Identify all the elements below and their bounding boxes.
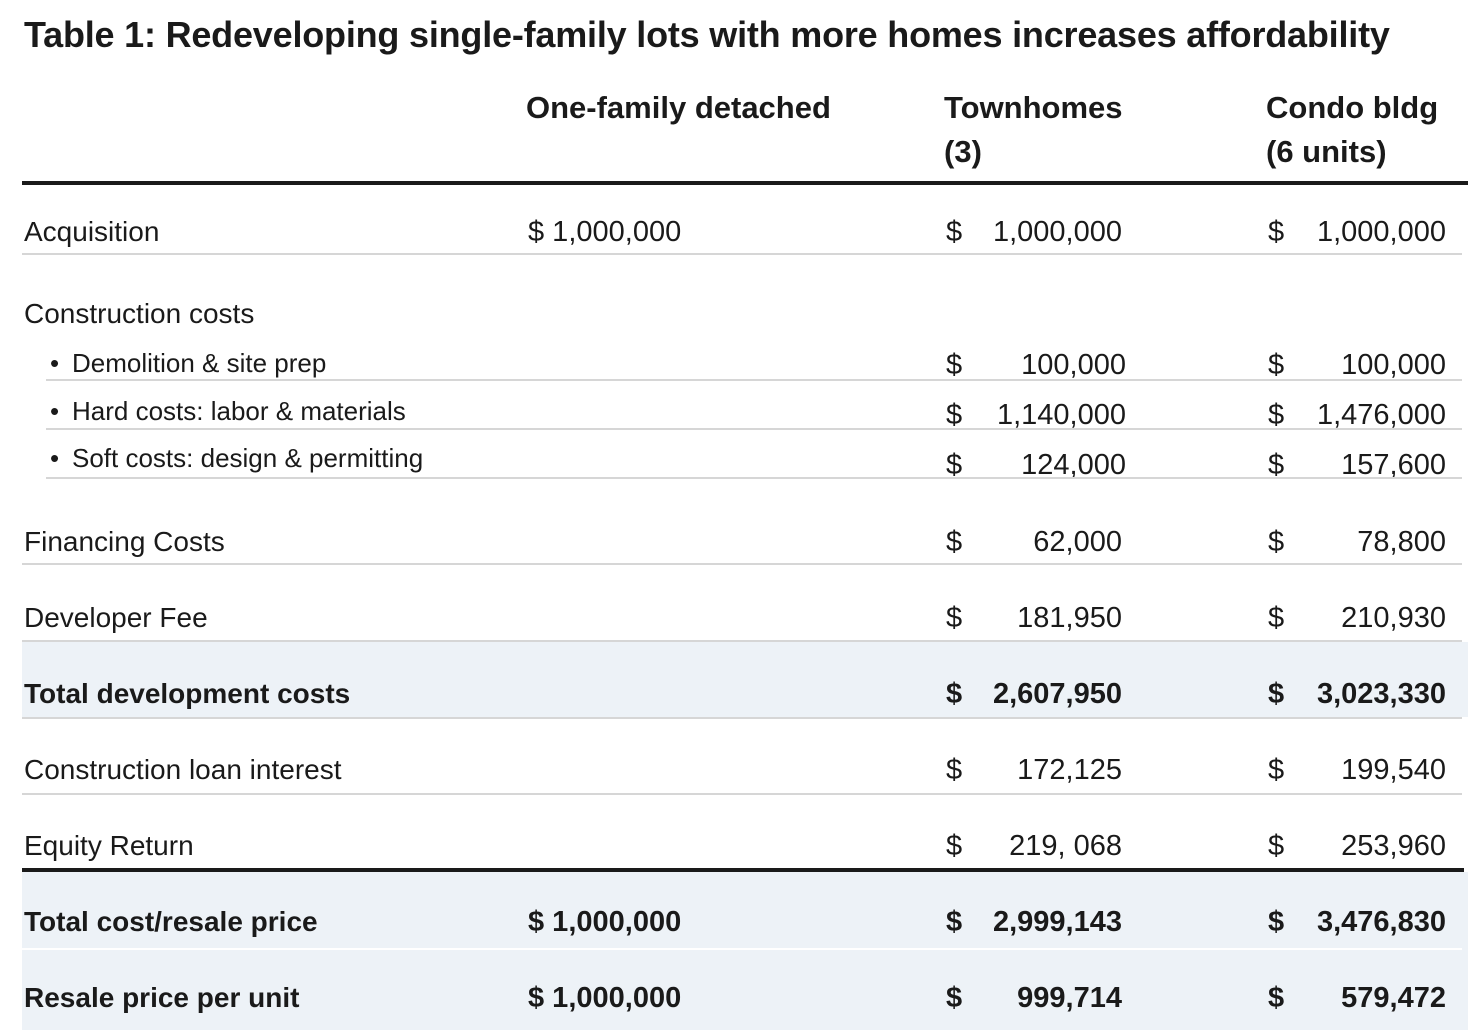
- row-label: Total cost/resale price: [24, 906, 318, 937]
- cell-townhomes: 999,714: [1017, 982, 1122, 1014]
- cell-condo-currency: $: [1268, 830, 1285, 862]
- row-label: Acquisition: [24, 216, 160, 247]
- cell-townhomes: 181,950: [1017, 602, 1122, 634]
- cell-condo: 1,000,000: [1316, 216, 1446, 248]
- cell-townhomes: 62,000: [1033, 526, 1122, 558]
- cell-condo-currency: $: [1268, 982, 1285, 1014]
- cell-townhomes-currency: $: [946, 349, 963, 381]
- cell-condo: 3,023,330: [1316, 678, 1446, 710]
- row-label-text: Soft costs: design & permitting: [72, 443, 424, 473]
- row-divider: [22, 640, 1462, 642]
- cell-condo-currency: $: [1268, 216, 1285, 248]
- cell-townhomes: 1,140,000: [996, 399, 1126, 431]
- cell-condo-currency: $: [1268, 678, 1285, 710]
- column-header-townhomes-line1: Townhomes: [944, 90, 1123, 125]
- bullet-icon: •: [50, 396, 60, 426]
- row-label: Developer Fee: [24, 602, 208, 633]
- column-header-one-family: One-family detached: [526, 86, 831, 130]
- row-label: Resale price per unit: [24, 982, 300, 1013]
- cell-townhomes-currency: $: [946, 399, 963, 431]
- cell-townhomes-currency: $: [946, 449, 963, 481]
- cell-condo-currency: $: [1268, 449, 1285, 481]
- highlight-band-totals: [22, 872, 1468, 1030]
- row-label: Total development costs: [24, 678, 351, 709]
- cell-condo-currency: $: [1268, 602, 1285, 634]
- row-label: Construction costs: [24, 298, 255, 329]
- cell-townhomes-currency: $: [946, 982, 963, 1014]
- cell-townhomes-currency: $: [946, 830, 963, 862]
- cell-condo: 157,600: [1341, 449, 1446, 481]
- bullet-icon: •: [50, 443, 60, 473]
- row-label: Equity Return: [24, 830, 194, 861]
- row-divider: [22, 717, 1462, 719]
- column-header-condo-line2: (6 units): [1266, 134, 1387, 169]
- cell-condo: 3,476,830: [1316, 906, 1446, 938]
- table-title: Table 1: Redeveloping single-family lots…: [24, 14, 1390, 55]
- row-divider: [46, 379, 1462, 381]
- cell-condo-currency: $: [1268, 349, 1285, 381]
- cell-condo-currency: $: [1268, 906, 1285, 938]
- bullet-icon: •: [50, 348, 60, 378]
- cell-townhomes-currency: $: [946, 526, 963, 558]
- row-label: • Soft costs: design & permitting: [50, 440, 423, 476]
- cell-townhomes: 172,125: [1017, 754, 1122, 786]
- cell-townhomes: 2,607,950: [992, 678, 1122, 710]
- row-label-text: Hard costs: labor & materials: [72, 396, 406, 426]
- cell-condo-currency: $: [1268, 526, 1285, 558]
- cell-townhomes-currency: $: [946, 678, 963, 710]
- row-label: • Hard costs: labor & materials: [50, 393, 406, 429]
- column-header-condo: Condo bldg (6 units): [1266, 86, 1438, 174]
- column-header-condo-line1: Condo bldg: [1266, 90, 1439, 125]
- row-divider: [22, 563, 1462, 565]
- column-header-townhomes-line2: (3): [944, 134, 982, 169]
- row-divider: [22, 793, 1462, 795]
- cell-townhomes-currency: $: [946, 906, 963, 938]
- row-label: • Demolition & site prep: [50, 345, 326, 381]
- totals-divider: [22, 868, 1464, 872]
- cell-townhomes: 124,000: [1021, 449, 1126, 481]
- cell-condo: 210,930: [1341, 602, 1446, 634]
- cell-condo: 78,800: [1357, 526, 1446, 558]
- row-divider: [46, 477, 1462, 479]
- header-divider: [22, 181, 1468, 185]
- column-header-townhomes: Townhomes (3): [944, 86, 1123, 174]
- cell-townhomes-currency: $: [946, 754, 963, 786]
- cell-townhomes: 100,000: [1021, 349, 1126, 381]
- cell-condo: 1,476,000: [1316, 399, 1446, 431]
- cell-condo: 253,960: [1341, 830, 1446, 862]
- cell-townhomes-currency: $: [946, 216, 963, 248]
- cell-townhomes: 1,000,000: [992, 216, 1122, 248]
- cell-condo: 579,472: [1341, 982, 1446, 1014]
- row-label: Financing Costs: [24, 526, 225, 557]
- cell-townhomes-currency: $: [946, 602, 963, 634]
- column-header-one-family-label: One-family detached: [526, 90, 831, 125]
- row-divider: [22, 253, 1462, 255]
- row-divider: [22, 948, 1462, 950]
- cell-condo: 199,540: [1341, 754, 1446, 786]
- cell-one-family: $ 1,000,000: [528, 982, 682, 1014]
- cell-one-family: $ 1,000,000: [528, 906, 682, 938]
- row-label: Construction loan interest: [24, 754, 342, 785]
- cell-townhomes: 2,999,143: [992, 906, 1122, 938]
- cell-condo-currency: $: [1268, 754, 1285, 786]
- cell-one-family: $ 1,000,000: [528, 216, 682, 248]
- cell-condo: 100,000: [1341, 349, 1446, 381]
- highlight-band-total-development: [22, 642, 1468, 717]
- row-divider: [46, 428, 1462, 430]
- row-label-text: Demolition & site prep: [72, 348, 327, 378]
- cell-townhomes: 219, 068: [1009, 830, 1122, 862]
- cell-condo-currency: $: [1268, 399, 1285, 431]
